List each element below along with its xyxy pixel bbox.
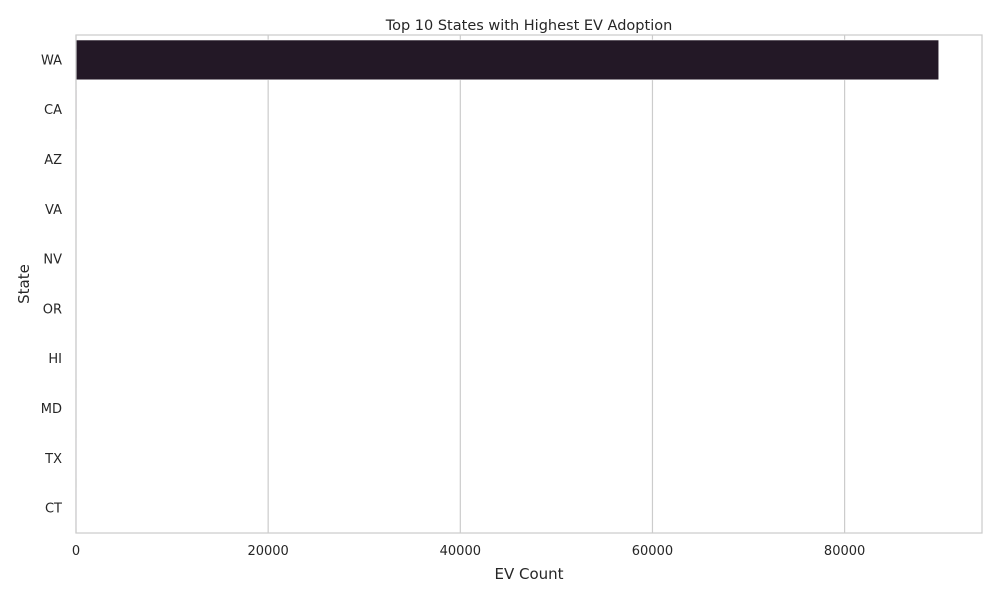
bars [75,39,940,529]
y-tick-label-md: MD [41,402,62,417]
y-tick-label-ca: CA [44,103,62,118]
y-tick-label-az: AZ [44,153,62,168]
plot-frame [75,34,983,534]
x-tick-label-3: 60000 [632,544,673,559]
y-tick-label-ct: CT [45,502,62,517]
x-axis-title: EV Count [494,565,563,583]
y-tick-label-or: OR [43,302,62,317]
x-tick-label-1: 20000 [247,544,288,559]
y-axis-title: State [15,264,33,304]
y-tick-label-va: VA [45,203,62,218]
x-tick-label-4: 80000 [824,544,865,559]
y-tick-label-wa: WA [41,53,62,68]
chart-title: Top 10 States with Highest EV Adoption [385,18,673,34]
x-tick-labels: 0 20000 40000 60000 80000 [72,544,865,559]
y-tick-label-tx: TX [44,452,62,467]
y-tick-labels: WA CA AZ VA NV OR HI MD TX CT [41,53,62,516]
x-tick-label-0: 0 [72,544,80,559]
y-tick-label-hi: HI [48,352,62,367]
x-tick-label-2: 40000 [440,544,481,559]
gridlines [75,35,846,533]
y-tick-label-nv: NV [43,253,62,268]
bar-wa [75,39,940,81]
